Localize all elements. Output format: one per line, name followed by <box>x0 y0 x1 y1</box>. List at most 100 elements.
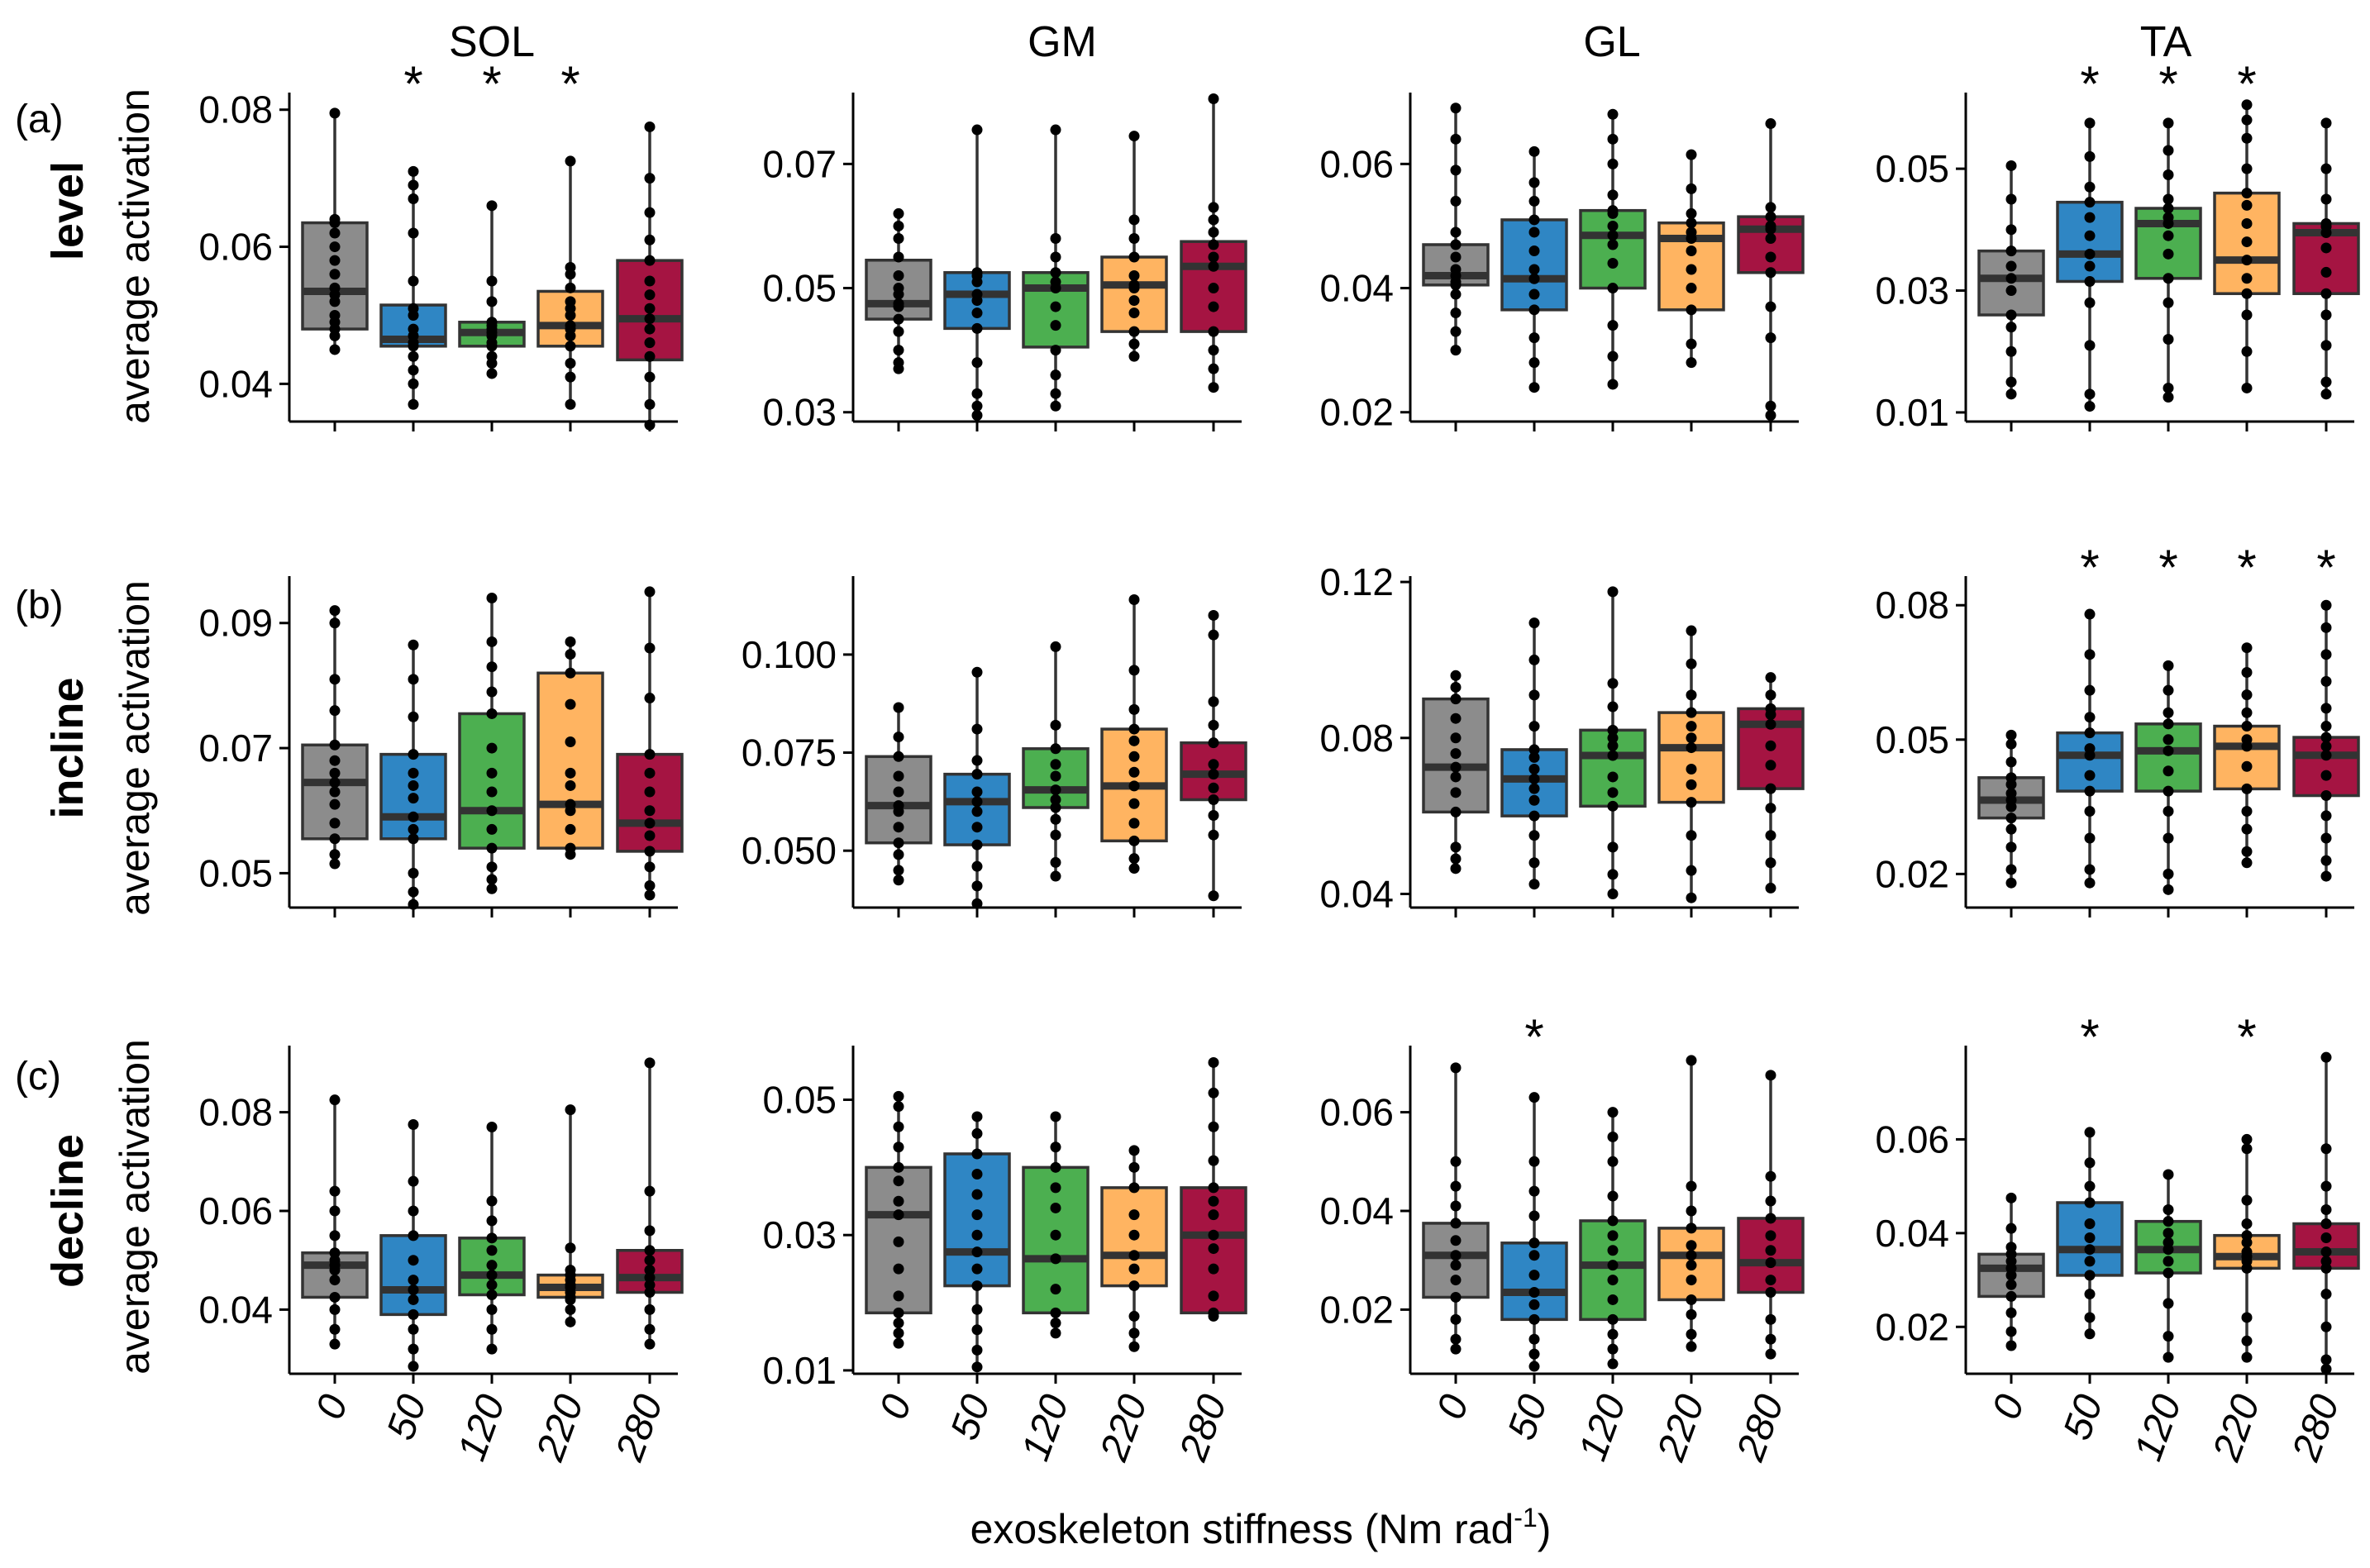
data-point <box>2320 675 2332 687</box>
data-point <box>1528 304 1540 316</box>
data-point <box>2241 805 2253 817</box>
data-point <box>2163 1227 2174 1239</box>
data-point <box>2084 117 2096 129</box>
data-point <box>1686 264 1697 275</box>
data-point <box>1450 1200 1462 1212</box>
data-point <box>329 786 341 798</box>
data-point <box>1765 1195 1776 1207</box>
data-point <box>2320 732 2332 743</box>
data-point <box>565 698 576 710</box>
data-point <box>1128 665 1140 676</box>
data-point <box>2320 870 2332 882</box>
x-tick-label: 120 <box>1571 1389 1634 1466</box>
data-point <box>1450 1333 1462 1345</box>
data-point <box>893 1236 904 1247</box>
data-point <box>1686 865 1697 876</box>
data-point <box>1050 1202 1061 1213</box>
data-point <box>1686 625 1697 636</box>
data-point <box>408 867 419 879</box>
data-point <box>1128 1229 1140 1241</box>
data-point <box>893 220 904 231</box>
data-point <box>893 1290 904 1302</box>
data-point <box>2320 790 2332 802</box>
data-point <box>1208 890 1219 902</box>
data-point <box>1686 217 1697 229</box>
data-point <box>329 282 341 293</box>
data-point <box>2084 230 2096 241</box>
data-point <box>1528 783 1540 794</box>
data-point <box>644 234 656 245</box>
significance-star: * <box>403 56 422 112</box>
data-point <box>2084 260 2096 272</box>
data-point <box>1050 1229 1061 1241</box>
data-point <box>971 1111 983 1122</box>
data-point <box>2084 649 2096 660</box>
data-point <box>1050 400 1061 412</box>
data-point <box>644 586 656 598</box>
data-point <box>1686 1250 1697 1261</box>
data-point <box>486 842 498 854</box>
y-tick-label: 0.08 <box>1875 584 1949 627</box>
data-point <box>486 1260 498 1271</box>
data-point <box>2084 275 2096 287</box>
data-point <box>2241 1335 2253 1346</box>
significance-star: * <box>2237 540 2256 595</box>
data-point <box>2241 382 2253 393</box>
row-label: (a) <box>15 98 64 141</box>
data-point <box>971 806 983 817</box>
data-point <box>2163 297 2174 308</box>
data-point <box>1128 338 1140 350</box>
data-point <box>893 313 904 325</box>
data-point <box>1765 857 1776 869</box>
data-point <box>1528 273 1540 284</box>
data-point <box>486 661 498 673</box>
data-point <box>644 767 656 779</box>
data-point <box>565 798 576 810</box>
data-point <box>2084 1197 2096 1208</box>
data-point <box>971 880 983 892</box>
data-point <box>486 636 498 647</box>
y-axis-label: average activation <box>112 580 158 916</box>
data-point <box>1607 1294 1619 1305</box>
data-point <box>2163 884 2174 895</box>
data-point <box>1528 245 1540 256</box>
data-point <box>1528 689 1540 701</box>
data-point <box>1765 1245 1776 1256</box>
data-point <box>644 693 656 704</box>
data-point <box>644 1323 656 1335</box>
data-point <box>1528 1286 1540 1298</box>
data-point <box>565 842 576 854</box>
data-point <box>1050 856 1061 868</box>
data-point <box>971 1246 983 1258</box>
data-point <box>2084 297 2096 308</box>
data-point <box>1128 863 1140 875</box>
data-point <box>1528 794 1540 806</box>
data-point <box>893 357 904 369</box>
y-tick-label: 0.04 <box>198 362 273 405</box>
data-point <box>2005 1290 2017 1302</box>
data-point <box>1450 1062 1462 1074</box>
data-point <box>408 323 419 335</box>
data-point <box>2320 1232 2332 1244</box>
data-point <box>971 786 983 798</box>
data-point <box>1765 232 1776 244</box>
data-point <box>1450 713 1462 724</box>
data-point <box>1528 810 1540 822</box>
data-point <box>1686 1205 1697 1217</box>
data-point <box>408 275 419 287</box>
data-point <box>2005 738 2017 750</box>
data-point <box>329 1247 341 1259</box>
data-point <box>893 251 904 263</box>
column-title-ta: TA <box>2140 18 2192 66</box>
data-point <box>1128 307 1140 319</box>
significance-star: * <box>560 56 579 112</box>
data-point <box>1607 1230 1619 1242</box>
data-point <box>644 1265 656 1276</box>
data-point <box>893 849 904 860</box>
data-point <box>644 786 656 798</box>
data-point <box>1050 784 1061 796</box>
data-point <box>1765 783 1776 794</box>
data-point <box>1607 740 1619 751</box>
x-tick-label: 120 <box>2126 1389 2190 1466</box>
data-point <box>1128 1209 1140 1221</box>
